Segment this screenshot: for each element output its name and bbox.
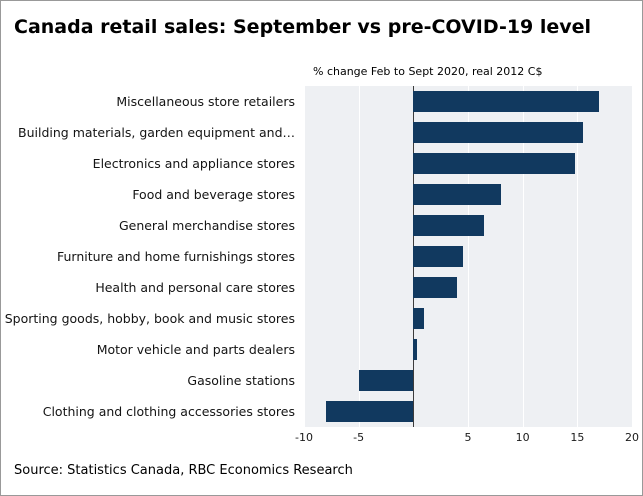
category-label: Furniture and home furnishings stores [56,249,295,264]
gridline [304,86,305,427]
bar [413,308,425,329]
plot-area [304,86,633,427]
category-label: Food and beverage stores [132,187,295,202]
gridline [632,86,633,427]
x-tick-label: -5 [353,431,365,444]
bar [413,339,417,360]
chart-subtitle: % change Feb to Sept 2020, real 2012 C$ [313,65,543,78]
category-label: Electronics and appliance stores [92,156,295,171]
bar [413,277,458,298]
category-label: Gasoline stations [187,373,295,388]
x-tick-label: 5 [464,431,472,444]
bar [413,122,583,143]
source-text: Source: Statistics Canada, RBC Economics… [14,463,353,478]
bar [413,215,485,236]
category-labels: Miscellaneous store retailers Building ma… [5,86,304,427]
x-tick-label: 20 [625,431,639,444]
bar [413,246,463,267]
category-label: Health and personal care stores [95,280,295,295]
x-tick-label: -10 [295,431,313,444]
bar [413,153,576,174]
gridline [468,86,469,427]
category-label: Clothing and clothing accessories stores [42,404,295,419]
x-axis: -10 -5 5 10 15 20 [295,427,639,449]
bar [325,401,414,422]
x-tick-label: 10 [515,431,530,444]
bar-chart: Miscellaneous store retailers Building ma… [5,86,633,427]
gridline [577,86,579,427]
chart-title: Canada retail sales: September vs pre-CO… [14,16,592,38]
category-label: Building materials, garden equipment and… [18,125,295,140]
category-label: Miscellaneous store retailers [116,94,295,109]
bar [413,91,600,112]
bar [413,184,501,205]
gridline [358,86,360,427]
x-tick-label: 15 [570,431,585,444]
bar [358,370,414,391]
category-label: General merchandise stores [118,218,295,233]
category-label: Sporting goods, hobby, book and music st… [4,311,295,326]
gridline [522,86,524,427]
category-label: Motor vehicle and parts dealers [96,342,295,357]
